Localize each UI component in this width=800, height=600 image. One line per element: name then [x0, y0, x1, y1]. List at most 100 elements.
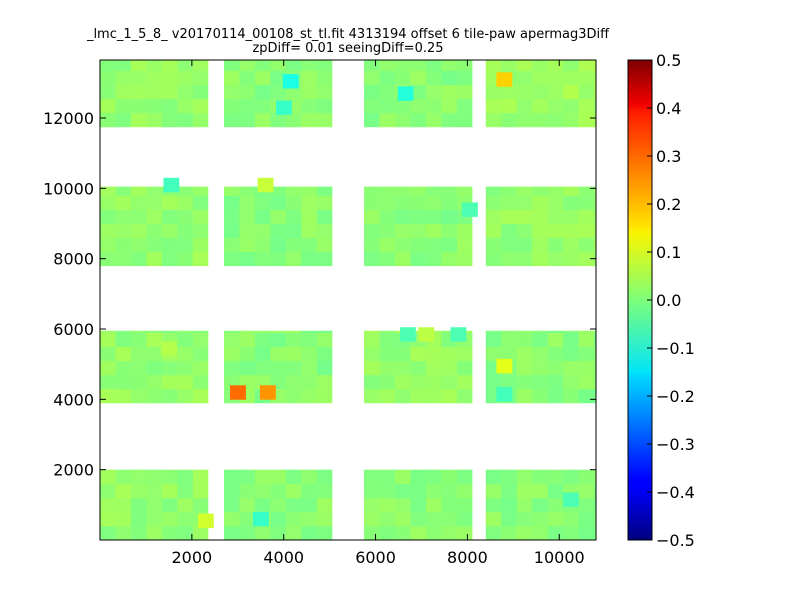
heatmap-cell: [301, 497, 318, 513]
heatmap-cell: [563, 112, 580, 128]
heatmap-cell: [254, 209, 271, 224]
heatmap-cell: [224, 223, 240, 238]
heatmap-cell: [395, 483, 411, 499]
heatmap-cell: [115, 112, 132, 128]
heatmap-cell: [485, 98, 502, 114]
heatmap-cell: [100, 237, 116, 253]
heatmap-cell: [425, 60, 442, 71]
heatmap-cell: [516, 209, 533, 224]
heatmap-cell: [146, 70, 163, 86]
heatmap-cell: [516, 237, 533, 253]
heatmap-cell: [501, 112, 518, 128]
heatmap-cell: [192, 469, 209, 485]
heatmap-cell: [270, 483, 287, 499]
heatmap-cell: [316, 84, 333, 100]
heatmap-cell: [563, 251, 580, 267]
heatmap-cell: [177, 84, 194, 100]
heatmap-cell: [285, 251, 302, 267]
heatmap-cell: [301, 84, 318, 100]
heatmap-cell: [594, 60, 596, 71]
heatmap-cell: [115, 98, 132, 114]
heatmap-cell: [177, 223, 194, 238]
colorbar-tick-label: −0.2: [656, 387, 695, 406]
x-tick-label: 6000: [355, 548, 396, 567]
heatmap-cell: [485, 251, 502, 267]
heatmap-cell: [563, 195, 580, 210]
heatmap-cell: [146, 332, 163, 347]
heatmap-cell: [364, 511, 380, 527]
heatmap-cell: [425, 525, 442, 540]
heatmap-cell: [395, 497, 411, 513]
heatmap-cell: [130, 186, 147, 196]
heatmap-cell: [532, 497, 549, 513]
x-tick-label: 10000: [534, 548, 585, 567]
heatmap-cell: [316, 98, 333, 114]
heatmap-cell: [594, 223, 596, 238]
heatmap-cell: [364, 237, 380, 253]
heatmap-cell: [316, 525, 333, 540]
heatmap-cell: [115, 332, 132, 347]
heatmap-cell: [364, 209, 380, 224]
heatmap-cell: [316, 360, 333, 376]
heatmap-cell: [146, 525, 163, 540]
heatmap-cell: [532, 209, 549, 224]
heatmap-cell: [516, 346, 533, 362]
heatmap-cell: [364, 186, 380, 196]
heatmap-cell: [316, 209, 333, 224]
heatmap-cell: [192, 98, 209, 114]
heatmap-cell: [239, 511, 256, 527]
heatmap-cell: [410, 469, 427, 485]
heatmap-cell: [224, 497, 240, 513]
heatmap-cell: [115, 374, 132, 390]
heatmap-cell-notable: [163, 177, 180, 193]
heatmap-cell: [516, 497, 533, 513]
heatmap-cell: [456, 186, 473, 196]
heatmap-cell: [441, 497, 458, 513]
heatmap-cell: [425, 251, 442, 267]
heatmap-cell: [364, 374, 380, 390]
heatmap-cell: [364, 223, 380, 238]
heatmap-cell: [501, 195, 518, 210]
heatmap-cell: [224, 360, 240, 376]
heatmap-cell: [301, 332, 318, 347]
heatmap-cell: [456, 60, 473, 71]
heatmap-cell: [146, 374, 163, 390]
heatmap-cell: [192, 237, 209, 253]
heatmap-cell: [254, 251, 271, 267]
heatmap-cell: [395, 525, 411, 540]
heatmap-cell: [485, 112, 502, 128]
colorbar-tick-label: −0.4: [656, 483, 695, 502]
heatmap-cell: [547, 469, 564, 485]
heatmap-cell: [254, 346, 271, 362]
heatmap-cell: [516, 60, 533, 71]
heatmap-cell: [501, 374, 518, 390]
heatmap-cell: [364, 469, 380, 485]
heatmap-cell: [410, 251, 427, 267]
heatmap-cell: [146, 237, 163, 253]
heatmap-cell: [547, 186, 564, 196]
heatmap-cell: [130, 483, 147, 499]
heatmap-cell: [115, 186, 132, 196]
heatmap-cell: [224, 525, 240, 540]
heatmap-cell: [161, 223, 178, 238]
heatmap-cell: [532, 195, 549, 210]
x-axis: 2000 4000 6000 8000 10000: [171, 60, 585, 567]
heatmap-cell: [501, 511, 518, 527]
heatmap-cell: [516, 525, 533, 540]
heatmap-cell: [224, 195, 240, 210]
heatmap-cell: [192, 388, 209, 404]
heatmap-cell: [441, 237, 458, 253]
y-axis: 2000 4000 6000 8000 10000 12000: [43, 109, 596, 480]
heatmap-cell: [239, 469, 256, 485]
heatmap-cell: [594, 346, 596, 362]
heatmap-cell: [563, 60, 580, 71]
heatmap-cell: [441, 98, 458, 114]
heatmap-cell: [270, 223, 287, 238]
heatmap-cell: [130, 346, 147, 362]
heatmap-cell: [501, 525, 518, 540]
heatmap-cell: [192, 186, 209, 196]
heatmap-cell: [316, 346, 333, 362]
heatmap-cell: [532, 251, 549, 267]
heatmap-cell: [410, 209, 427, 224]
heatmap-cell: [425, 237, 442, 253]
